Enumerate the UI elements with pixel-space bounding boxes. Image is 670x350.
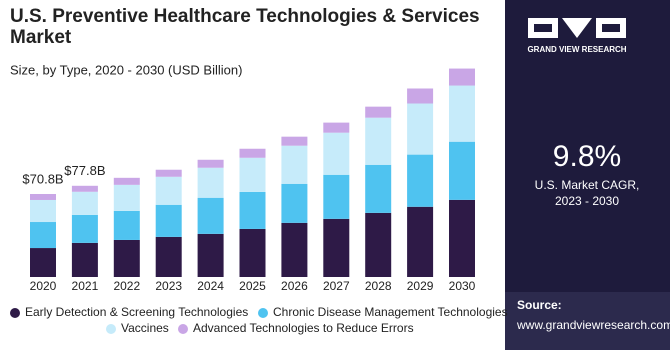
x-tick-label: 2023 xyxy=(155,279,182,293)
chart-subtitle: Size, by Type, 2020 - 2030 (USD Billion) xyxy=(10,62,242,77)
bar-segment xyxy=(281,136,308,146)
bar-segment xyxy=(113,184,140,211)
bar-segment xyxy=(71,214,98,243)
total-label: $77.8B xyxy=(64,163,105,178)
bar-segment xyxy=(71,185,98,192)
source-box xyxy=(505,292,670,350)
x-tick-label: 2024 xyxy=(197,279,224,293)
bar-segment xyxy=(281,183,308,223)
bar-segment xyxy=(407,206,434,277)
legend-marker xyxy=(258,308,268,318)
bar-segment xyxy=(323,174,350,219)
bar-segment xyxy=(407,88,434,104)
bar-segment xyxy=(30,222,56,249)
side-panel xyxy=(505,0,670,350)
x-tick-label: 2030 xyxy=(449,279,476,293)
x-tick-label: 2028 xyxy=(365,279,392,293)
legend-marker xyxy=(178,324,188,334)
x-tick-label: 2021 xyxy=(72,279,99,293)
legend-label: Vaccines xyxy=(121,321,169,335)
bar-segment xyxy=(407,103,434,155)
bar-segment xyxy=(197,167,224,198)
bar-segment xyxy=(155,176,182,205)
bar-segment xyxy=(113,210,140,240)
bar-segment xyxy=(197,233,224,277)
bar-segment xyxy=(113,177,140,185)
bar-segment xyxy=(71,242,98,277)
bar-segment xyxy=(407,154,434,207)
source-url: www.grandviewresearch.com xyxy=(516,318,670,332)
cagr-label: 2023 - 2030 xyxy=(555,194,619,208)
bar-segment xyxy=(323,132,350,175)
legend-marker xyxy=(10,308,20,318)
x-tick-label: 2022 xyxy=(113,279,140,293)
bar-segment xyxy=(30,248,56,277)
x-tick-label: 2027 xyxy=(323,279,350,293)
bar-segment xyxy=(239,157,266,192)
bar-segment xyxy=(30,199,56,223)
bar-segment xyxy=(71,191,98,215)
bar-segment xyxy=(323,218,350,277)
logo xyxy=(528,18,626,38)
bar-segment xyxy=(197,197,224,234)
bar-segment xyxy=(365,117,392,165)
legend-label: Advanced Technologies to Reduce Errors xyxy=(193,321,414,335)
bar-segment xyxy=(365,212,392,277)
cagr: 9.8% xyxy=(553,140,621,173)
bar-segment xyxy=(449,85,475,142)
bar-segment xyxy=(155,169,182,177)
x-tick-label: 2026 xyxy=(281,279,308,293)
bar-segment xyxy=(197,159,224,168)
x-tick-label: 2025 xyxy=(239,279,266,293)
bar-segment xyxy=(449,199,475,277)
bar-segment xyxy=(365,106,392,118)
total-label: $70.8B xyxy=(22,171,63,186)
bar-segment xyxy=(323,122,350,133)
bar-segment xyxy=(155,236,182,277)
legend-marker xyxy=(106,324,116,334)
x-tick-label: 2029 xyxy=(407,279,434,293)
chart-title: U.S. Preventive Healthcare Technologies … xyxy=(10,6,480,48)
bar-segment xyxy=(449,68,475,86)
bar-segment xyxy=(239,148,266,158)
legend-label: Chronic Disease Management Technologies xyxy=(273,305,508,319)
bar-segment xyxy=(239,191,266,229)
bar-segment xyxy=(155,204,182,237)
x-tick-label: 2020 xyxy=(30,279,57,293)
bar-segment xyxy=(449,141,475,200)
bar-segment xyxy=(365,164,392,213)
bar-segment xyxy=(239,228,266,277)
source-title: Source: xyxy=(517,298,562,312)
bar-segment xyxy=(281,145,308,184)
bar-segment xyxy=(113,239,140,277)
cagr-label: U.S. Market CAGR, xyxy=(535,178,640,192)
bar-segment xyxy=(30,194,56,200)
legend-label: Early Detection & Screening Technologies xyxy=(25,305,248,319)
bar-segment xyxy=(281,222,308,277)
brand: GRAND VIEW RESEARCH xyxy=(527,45,626,54)
